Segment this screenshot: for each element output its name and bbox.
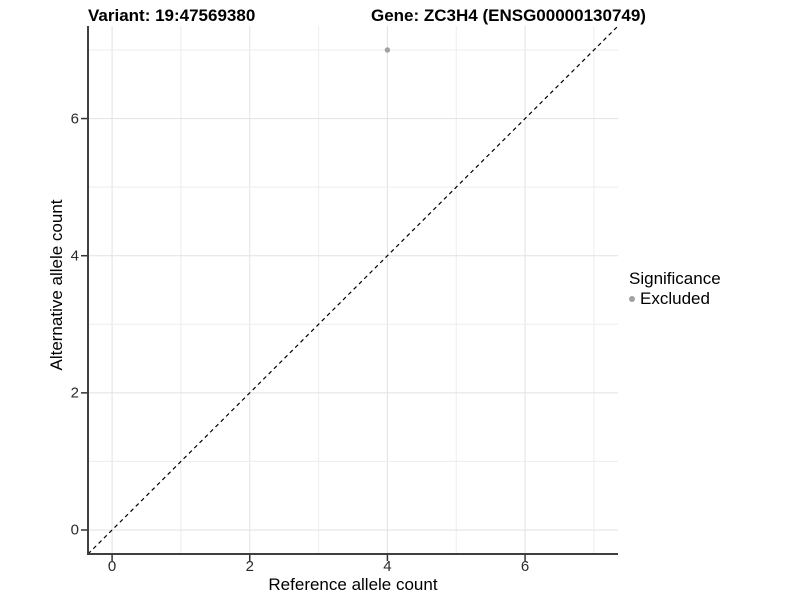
y-tick-label: 4	[70, 247, 79, 265]
legend-title: Significance	[629, 269, 721, 288]
plot-title-gene: Gene: ZC3H4 (ENSG00000130749)	[371, 6, 646, 25]
identity-dashed-line	[87, 25, 619, 555]
x-tick-label: 6	[520, 558, 530, 575]
data-point-excluded	[384, 47, 391, 53]
excluded-marker-icon	[629, 296, 635, 302]
x-tick-label: 0	[107, 558, 117, 575]
y-axis-label: Alternative allele count	[47, 199, 66, 371]
x-axis-label: Reference allele count	[268, 575, 438, 594]
legend-entry-label: Excluded	[640, 289, 710, 308]
x-tick-label: 4	[383, 558, 392, 575]
y-tick-label: 0	[70, 521, 79, 539]
y-tick-label: 2	[70, 384, 79, 402]
legend: Significance Excluded	[629, 269, 721, 309]
legend-entry-excluded: Excluded	[629, 289, 721, 309]
y-tick-label: 6	[70, 110, 79, 128]
plot-title-variant: Variant: 19:47569380	[88, 6, 256, 25]
x-tick-label: 2	[245, 558, 254, 575]
